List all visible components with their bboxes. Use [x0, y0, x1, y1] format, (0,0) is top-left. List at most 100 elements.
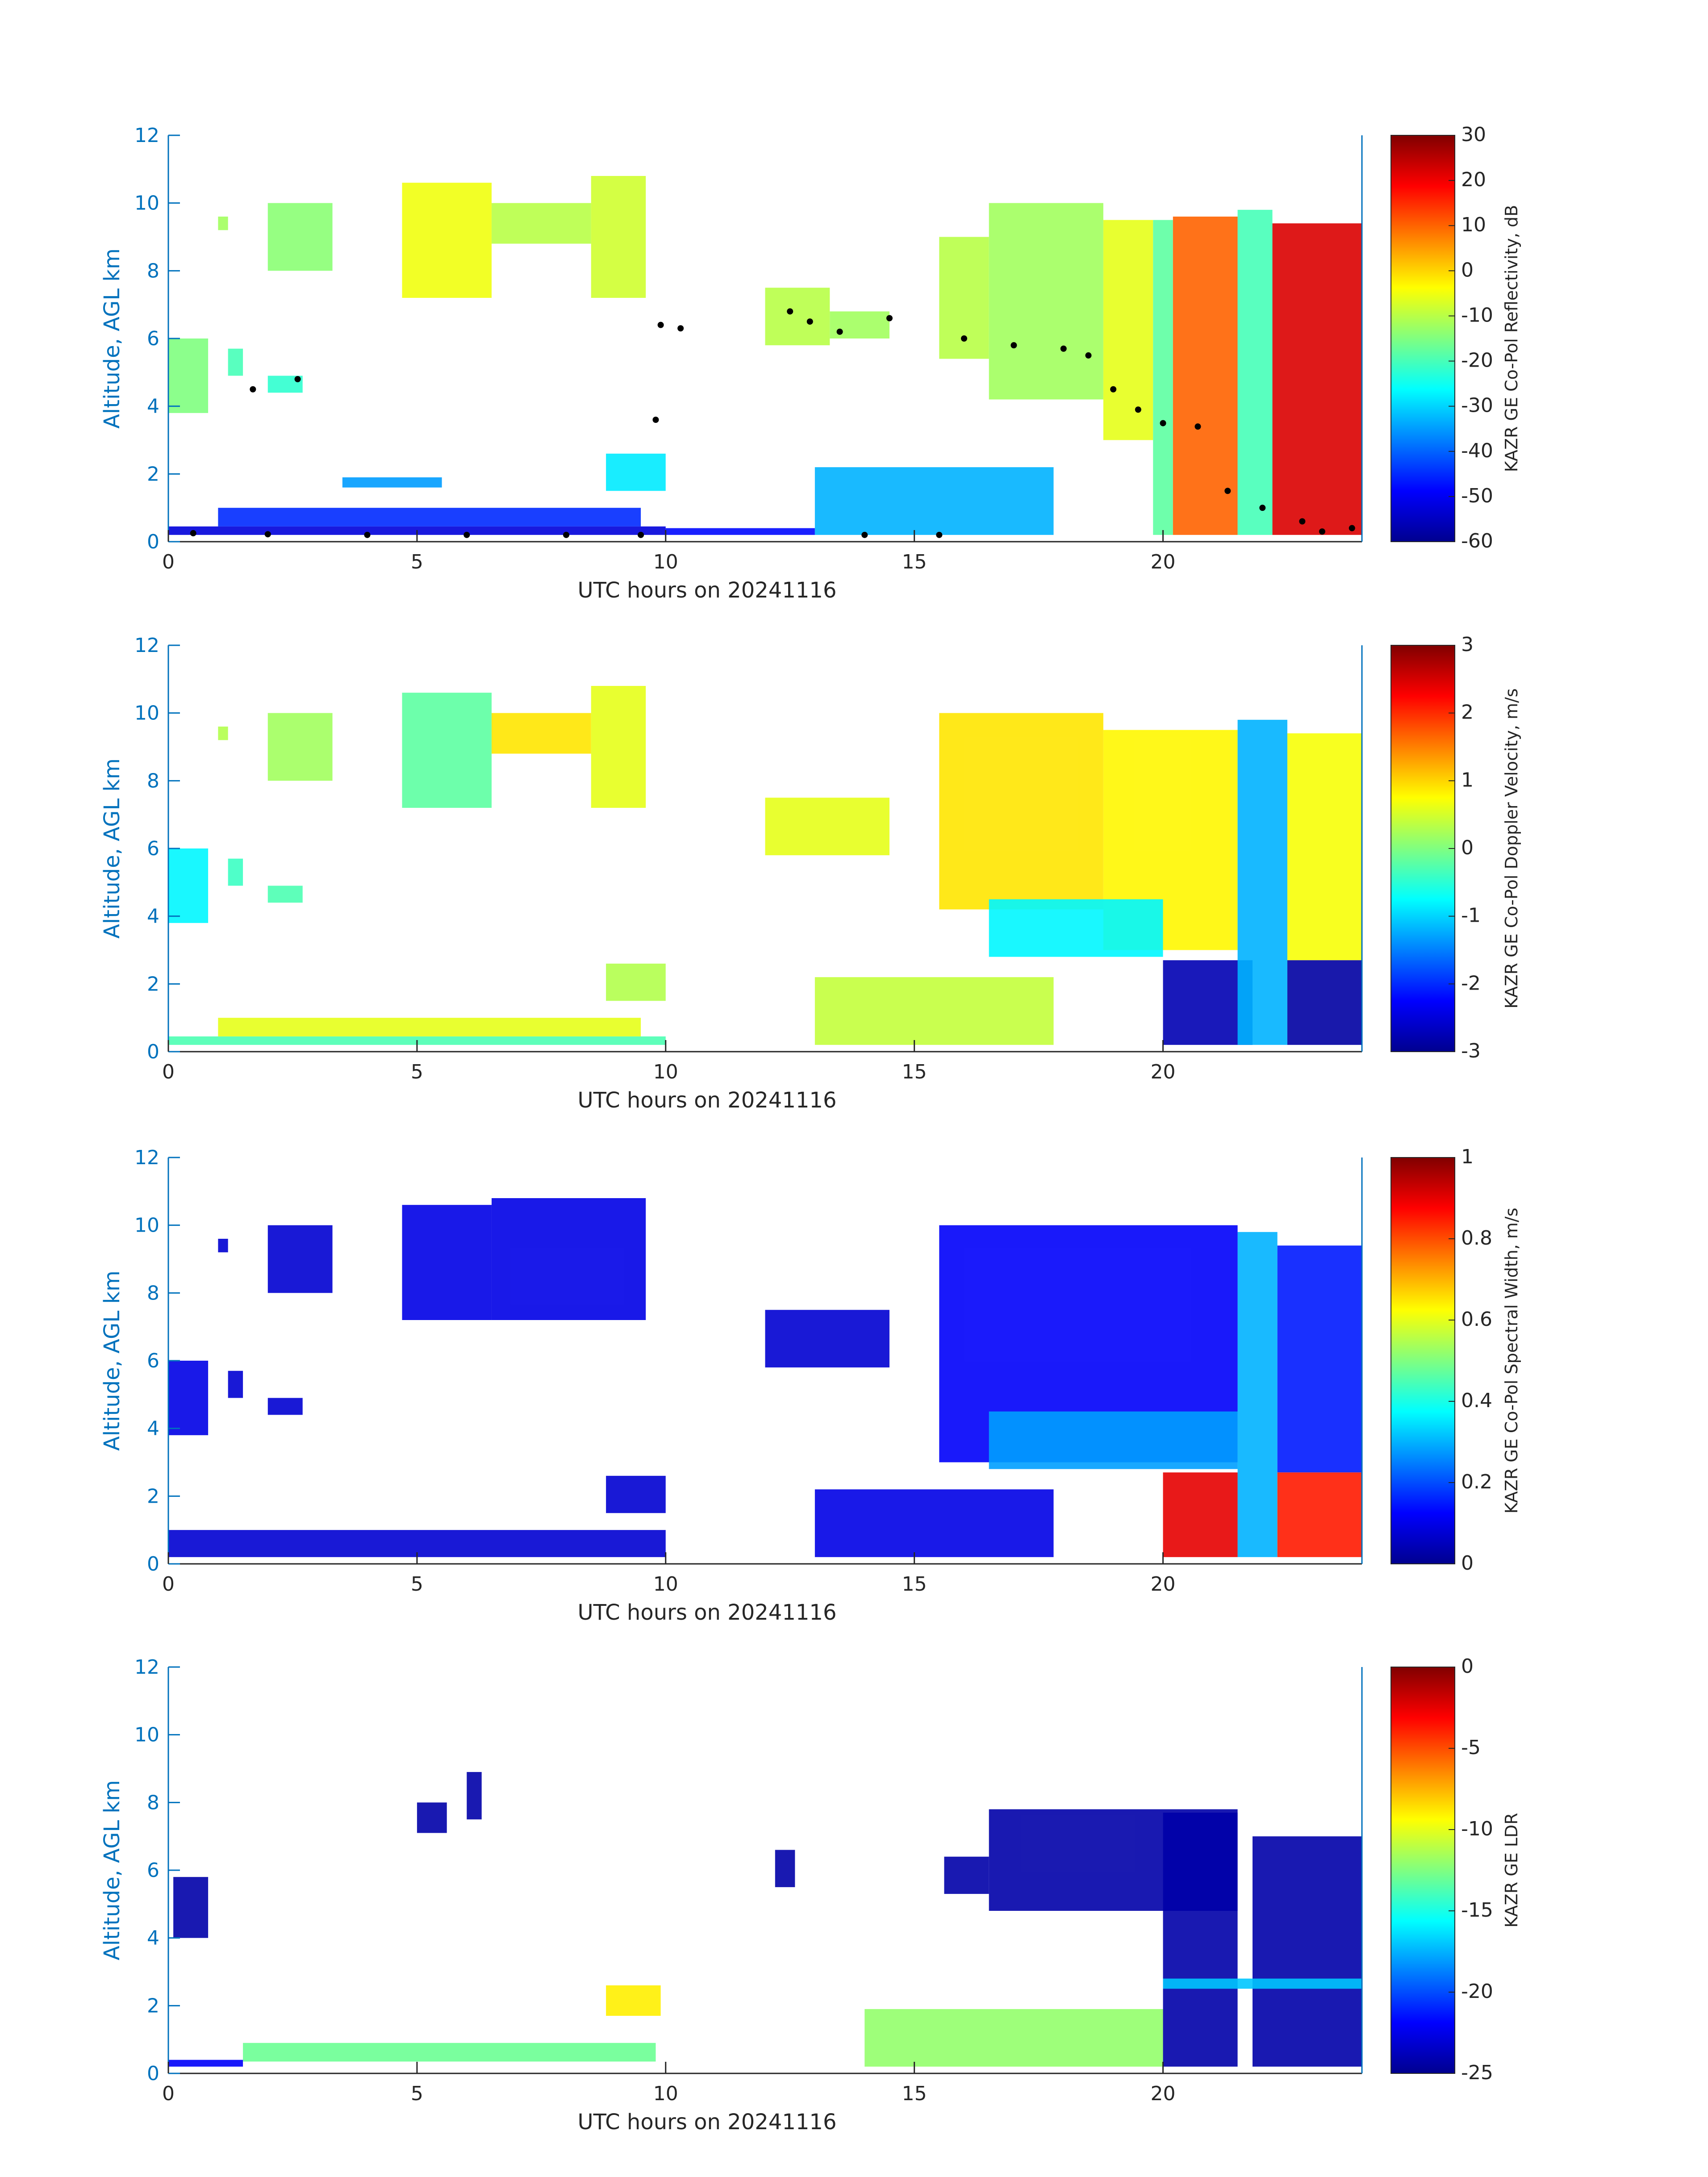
- overlay-point: [861, 531, 868, 538]
- overlay-point: [936, 531, 943, 538]
- overlay-point: [563, 531, 569, 538]
- x-tick-label: 10: [653, 1061, 678, 1083]
- data-region: [402, 183, 492, 298]
- overlay-point: [638, 531, 644, 538]
- colorbar-tick-label: 20: [1461, 168, 1486, 191]
- data-region: [342, 477, 442, 488]
- y-tick-label: 0: [147, 1040, 159, 1063]
- data-region: [765, 1310, 889, 1368]
- data-region: [864, 2009, 1163, 2067]
- colorbar: [1391, 135, 1455, 542]
- x-tick-label: 5: [411, 1061, 423, 1083]
- data-region: [989, 899, 1163, 957]
- y-tick-label: 12: [134, 124, 159, 147]
- x-tick-label: 5: [411, 2082, 423, 2105]
- overlay-point: [1259, 505, 1266, 511]
- y-axis-label: Altitude, AGL km: [100, 1270, 125, 1451]
- overlay-point: [1110, 386, 1117, 393]
- data-region: [491, 1198, 646, 1320]
- colorbar-label: KAZR GE Co-Pol Reflectivity, dB: [1502, 205, 1521, 472]
- data-region: [1153, 220, 1173, 535]
- data-region: [267, 1398, 303, 1415]
- data-region: [1237, 209, 1273, 535]
- y-tick-label: 4: [147, 1927, 159, 1950]
- overlay-point: [250, 386, 256, 393]
- data-region: [218, 1239, 228, 1253]
- colorbar-tick-label: 10: [1461, 213, 1486, 236]
- colorbar-tick-label: 2: [1461, 701, 1474, 724]
- y-tick-label: 4: [147, 905, 159, 928]
- colorbar-tick-label: 1: [1461, 769, 1474, 791]
- data-region: [1163, 1472, 1238, 1557]
- x-tick-label: 0: [162, 551, 175, 573]
- y-tick-label: 8: [147, 259, 159, 282]
- data-region: [1277, 1472, 1362, 1557]
- colorbar-tick-label: 0.4: [1461, 1389, 1492, 1412]
- colorbar-tick-label: -2: [1461, 972, 1481, 994]
- data-region: [228, 348, 243, 376]
- data-region: [1103, 220, 1153, 440]
- x-tick-label: 15: [902, 2082, 927, 2105]
- overlay-point: [264, 531, 271, 538]
- y-tick-label: 12: [134, 634, 159, 657]
- data-region: [168, 338, 209, 413]
- data-region: [1277, 1245, 1362, 1473]
- colorbar: [1391, 645, 1455, 1052]
- data-region: [267, 886, 303, 903]
- overlay-point: [294, 376, 301, 382]
- panel-reflectivity: 0 2 4 6 8 10 12 0 5 10 15 20 UTC hours on 20241116 Al…: [100, 123, 1521, 603]
- y-tick-label: 6: [147, 327, 159, 350]
- data-region: [243, 2043, 656, 2062]
- y-tick-label: 4: [147, 395, 159, 418]
- y-tick-label: 2: [147, 1994, 159, 2017]
- data-region: [606, 453, 666, 491]
- data-region: [491, 713, 591, 754]
- colorbar-tick-label: 0: [1461, 836, 1474, 859]
- data-region: [1237, 1232, 1278, 1557]
- y-tick-label: 12: [134, 1656, 159, 1679]
- overlay-point: [1060, 345, 1067, 352]
- data-region: [228, 1371, 243, 1398]
- data-region: [218, 508, 641, 526]
- y-tick-label: 6: [147, 1859, 159, 1882]
- x-axis-label: UTC hours on 20241116: [578, 1600, 837, 1625]
- colorbar-tick-label: -20: [1461, 1980, 1493, 2003]
- x-tick-label: 10: [653, 2082, 678, 2105]
- y-tick-label: 6: [147, 1350, 159, 1372]
- colorbar-tick-label: -60: [1461, 530, 1493, 552]
- overlay-point: [657, 322, 664, 328]
- overlay-point: [1085, 352, 1092, 359]
- y-tick-label: 10: [134, 192, 159, 215]
- overlay-point: [886, 315, 893, 322]
- overlay-point: [1160, 420, 1166, 426]
- colorbar-tick-label: -20: [1461, 349, 1493, 372]
- x-axis-label: UTC hours on 20241116: [578, 2110, 837, 2135]
- overlay-point: [836, 328, 843, 335]
- y-tick-label: 6: [147, 837, 159, 860]
- y-axis-label: Altitude, AGL km: [100, 758, 125, 939]
- data-region: [218, 217, 228, 230]
- colorbar-tick-label: -3: [1461, 1040, 1481, 1062]
- y-tick-label: 10: [134, 702, 159, 725]
- y-tick-label: 10: [134, 1724, 159, 1747]
- x-tick-label: 0: [162, 1573, 175, 1596]
- data-region: [218, 1018, 641, 1036]
- y-tick-label: 0: [147, 2062, 159, 2085]
- x-tick-label: 15: [902, 551, 927, 573]
- overlay-point: [961, 335, 967, 342]
- data-region: [989, 1411, 1238, 1469]
- colorbar-tick-label: -1: [1461, 904, 1481, 927]
- data-region: [591, 176, 646, 298]
- y-tick-label: 2: [147, 973, 159, 995]
- data-region: [168, 2060, 243, 2067]
- colorbar-tick-label: 0.2: [1461, 1471, 1492, 1493]
- colorbar-tick-label: -25: [1461, 2061, 1493, 2084]
- x-tick-label: 0: [162, 2082, 175, 2105]
- data-region: [1163, 1978, 1362, 1989]
- data-region: [417, 1802, 447, 1833]
- x-tick-label: 5: [411, 551, 423, 573]
- data-region: [944, 1856, 989, 1894]
